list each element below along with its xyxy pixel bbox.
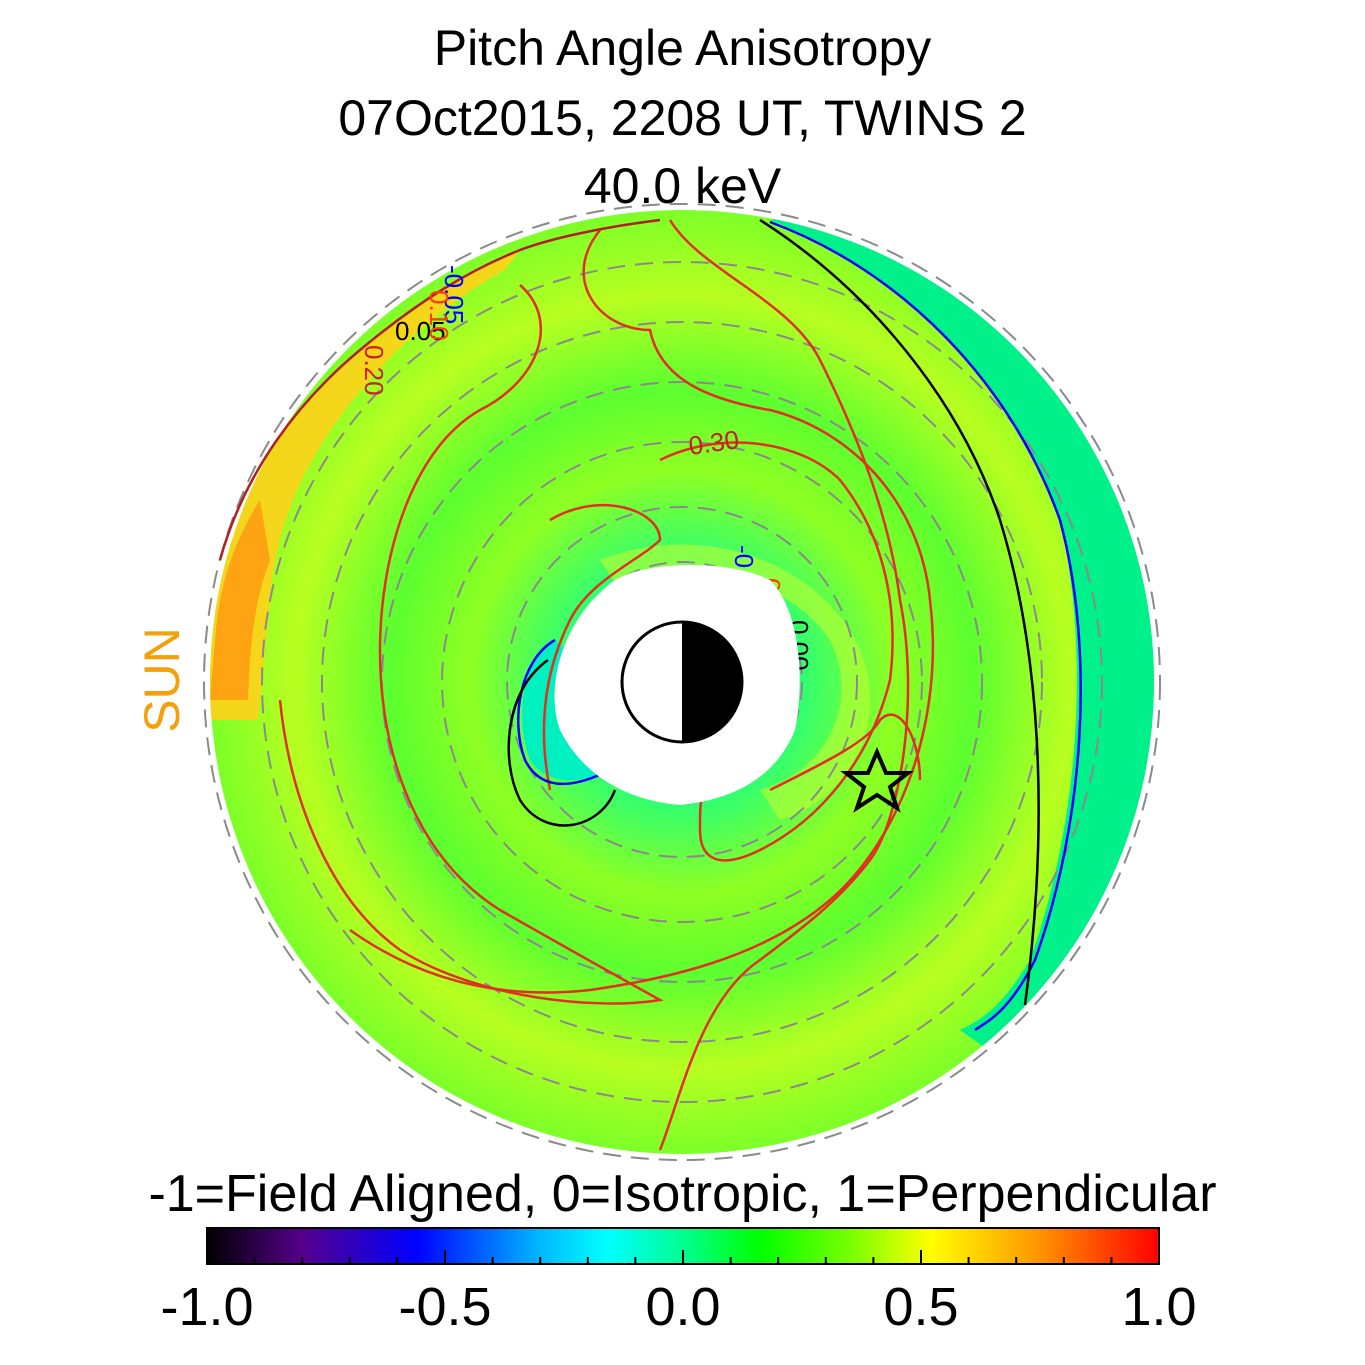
colorbar-tick-label: -0.5 bbox=[398, 1277, 491, 1337]
contour-inner-spiral bbox=[542, 504, 662, 791]
contour-lines bbox=[218, 218, 1082, 1151]
ref-circle-7 bbox=[203, 203, 1161, 1161]
contour-label-0.20-top: 0.20 bbox=[359, 345, 389, 396]
colorbar-tick-label: 0.5 bbox=[883, 1277, 958, 1337]
colorbar-tick-label: 1.0 bbox=[1121, 1277, 1196, 1337]
contour-label-0.10-top: 0.10 bbox=[424, 290, 454, 341]
earth-night-side bbox=[682, 622, 742, 742]
earth-icon bbox=[620, 620, 744, 744]
contour-0.10-b bbox=[349, 229, 935, 994]
colorbar-tick-labels: -1.0 -0.5 0.0 0.5 1.0 bbox=[160, 1277, 1196, 1337]
contour-label-minus-0.05-top: -0.05 bbox=[439, 265, 469, 324]
chart-title-line-2: 07Oct2015, 2208 UT, TWINS 2 bbox=[338, 90, 1027, 146]
ref-circle-6 bbox=[261, 261, 1103, 1103]
ref-circle-4 bbox=[381, 381, 983, 983]
chart-title-line-1: Pitch Angle Anisotropy bbox=[433, 20, 932, 76]
contour-0.20 bbox=[278, 284, 664, 1005]
colorbar-tick-label: 0.0 bbox=[645, 1277, 720, 1337]
inner-spiral bbox=[600, 544, 871, 820]
contour-minus-0.05-inner bbox=[517, 638, 611, 786]
dayside-edge-orange bbox=[210, 500, 270, 700]
contour-0.10-a bbox=[658, 219, 910, 1151]
colorbar-caption: -1=Field Aligned, 0=Isotropic, 1=Perpend… bbox=[148, 1165, 1217, 1223]
ref-circle-3 bbox=[441, 441, 923, 923]
ref-circle-2 bbox=[506, 506, 858, 858]
ref-circle-5 bbox=[321, 321, 1043, 1043]
contour-0.30-inner bbox=[659, 441, 894, 862]
contour-dayside-edge bbox=[218, 218, 661, 561]
colorbar-tick-label: -1.0 bbox=[160, 1277, 253, 1337]
spacecraft-star-icon bbox=[840, 746, 914, 813]
contour-label-0.05: 0.05 bbox=[395, 316, 446, 346]
colorbar: -1.0 -0.5 0.0 0.5 1.0 bbox=[160, 1227, 1197, 1337]
contour-star-lobe bbox=[769, 713, 922, 792]
contour-0.00-outer bbox=[759, 218, 1040, 1006]
contour-0.00-inner bbox=[507, 658, 617, 827]
contour-label-0.30: 0.30 bbox=[687, 424, 741, 461]
colorbar-tick-marks bbox=[206, 1250, 1160, 1264]
